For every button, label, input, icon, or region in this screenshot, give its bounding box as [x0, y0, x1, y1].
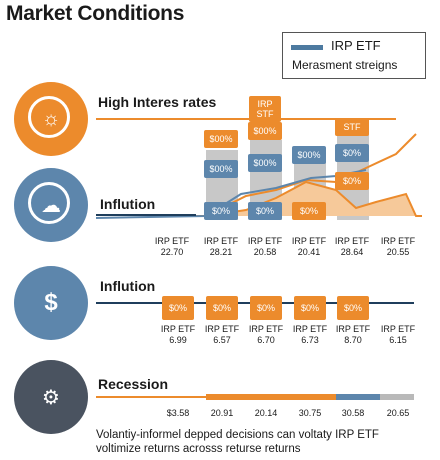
- pill-col5-bottom: $0%: [335, 172, 369, 190]
- pill-col2-mid: $00%: [204, 160, 238, 178]
- high-interest-line: [96, 118, 396, 120]
- inflation-pills-label: Inflution: [100, 278, 156, 294]
- recession-bar-segment-3: [336, 394, 380, 400]
- page-title: Market Conditions: [6, 2, 185, 25]
- inflation-pill-5: $0%: [337, 296, 369, 320]
- gear-money-icon: ⚙: [42, 386, 60, 409]
- recession-value-2: 20.91: [210, 408, 234, 418]
- legend-swatch: [291, 45, 323, 50]
- pill-col3-mid: $00%: [248, 154, 282, 172]
- inflation-label-2: IRP ETF 6.57: [204, 324, 240, 345]
- inflation-chart-label: Inflution: [100, 196, 156, 212]
- chart-label-1: IRP ETF 22.70: [154, 236, 190, 257]
- inflation-pill-4: $0%: [294, 296, 326, 320]
- inflation-label-4: IRP ETF 6.73: [292, 324, 328, 345]
- inflation-icon-circle: ☁: [14, 168, 88, 242]
- inflation-label-3: IRP ETF 6.70: [248, 324, 284, 345]
- recession-value-4: 30.75: [298, 408, 322, 418]
- chart-label-4: IRP ETF 20.41: [291, 236, 327, 257]
- recession-bar-segment-1: [96, 396, 206, 398]
- gear-icon: ☼: [41, 107, 61, 130]
- chart-label-3: IRP ETF 20.58: [247, 236, 283, 257]
- footer-line-2: voltimize returns acrosss returse return…: [96, 443, 301, 455]
- dollar-cycle-icon: $: [44, 289, 58, 316]
- recession-icon-circle: ⚙: [14, 360, 88, 434]
- recession-bar-segment-2: [206, 394, 336, 400]
- chart-label-5: IRP ETF 28.64: [334, 236, 370, 257]
- recession-bar-segment-4: [380, 394, 414, 400]
- pill-col3-top: $00%: [248, 122, 282, 140]
- inflation-label-5: IRP ETF 8.70: [335, 324, 371, 345]
- legend-subtitle: Merasment streigns: [292, 58, 398, 72]
- inflation-currency-icon-circle: $: [14, 266, 88, 340]
- cloud-money-icon: ☁: [41, 194, 61, 217]
- pill-col3-bottom: $0%: [248, 202, 282, 220]
- pill-col4-bottom: $0%: [292, 202, 326, 220]
- callout-irp-stf: IRP STF: [249, 96, 281, 122]
- footer-note: Volantiy-informel depped decisions can v…: [96, 428, 436, 456]
- pill-col2-top: $00%: [204, 130, 238, 148]
- inflation-baseline: [96, 214, 196, 216]
- high-interest-icon-circle: ☼: [14, 82, 88, 156]
- chart-label-2: IRP ETF 28.21: [203, 236, 239, 257]
- recession-value-6: 20.65: [386, 408, 410, 418]
- chart-label-6: IRP ETF 20.55: [380, 236, 416, 257]
- pill-col4-mid: $00%: [292, 146, 326, 164]
- recession-value-5: 30.58: [341, 408, 365, 418]
- recession-value-3: 20.14: [254, 408, 278, 418]
- legend-series-label: IRP ETF: [331, 38, 381, 53]
- footer-line-1: Volantiy-informel depped decisions can v…: [96, 429, 379, 441]
- pill-col5-top: STF: [335, 118, 369, 136]
- pill-col2-bottom: $0%: [204, 202, 238, 220]
- pill-col5-mid: $0%: [335, 144, 369, 162]
- high-interest-label: High Interes rates: [98, 94, 217, 110]
- legend: IRP ETF Merasment streigns: [282, 32, 426, 79]
- inflation-pill-1: $0%: [162, 296, 194, 320]
- inflation-label-6: IRP ETF 6.15: [380, 324, 416, 345]
- recession-value-1: $3.58: [166, 408, 190, 418]
- inflation-label-1: IRP ETF 6.99: [160, 324, 196, 345]
- inflation-pill-3: $0%: [250, 296, 282, 320]
- recession-label: Recession: [98, 376, 169, 392]
- inflation-pill-2: $0%: [206, 296, 238, 320]
